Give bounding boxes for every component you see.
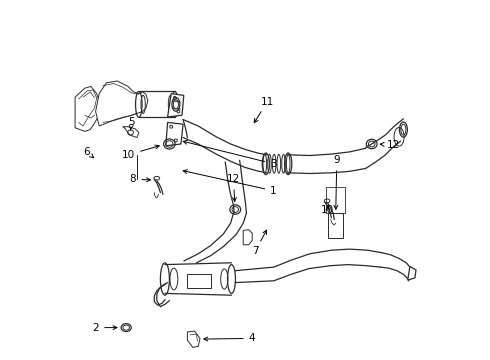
- Text: 7: 7: [252, 230, 267, 256]
- Polygon shape: [96, 81, 148, 126]
- Text: 10: 10: [122, 145, 159, 160]
- Polygon shape: [187, 331, 200, 347]
- Text: 11: 11: [254, 96, 274, 123]
- Polygon shape: [408, 266, 416, 280]
- Text: 5: 5: [128, 117, 135, 130]
- Text: 9: 9: [334, 155, 340, 209]
- Text: 3: 3: [183, 140, 277, 169]
- Polygon shape: [75, 86, 100, 131]
- Text: 8: 8: [130, 174, 150, 184]
- Text: 2: 2: [93, 323, 117, 333]
- Bar: [328, 213, 343, 238]
- Text: 12: 12: [227, 174, 240, 201]
- Bar: [326, 187, 345, 213]
- Bar: [187, 274, 211, 288]
- Text: 12: 12: [380, 140, 400, 150]
- Text: 1: 1: [183, 170, 277, 196]
- Polygon shape: [166, 122, 183, 146]
- Text: 6: 6: [83, 147, 94, 158]
- Text: 10: 10: [321, 204, 334, 215]
- Polygon shape: [168, 94, 184, 117]
- Text: 4: 4: [204, 333, 255, 343]
- Polygon shape: [122, 127, 139, 138]
